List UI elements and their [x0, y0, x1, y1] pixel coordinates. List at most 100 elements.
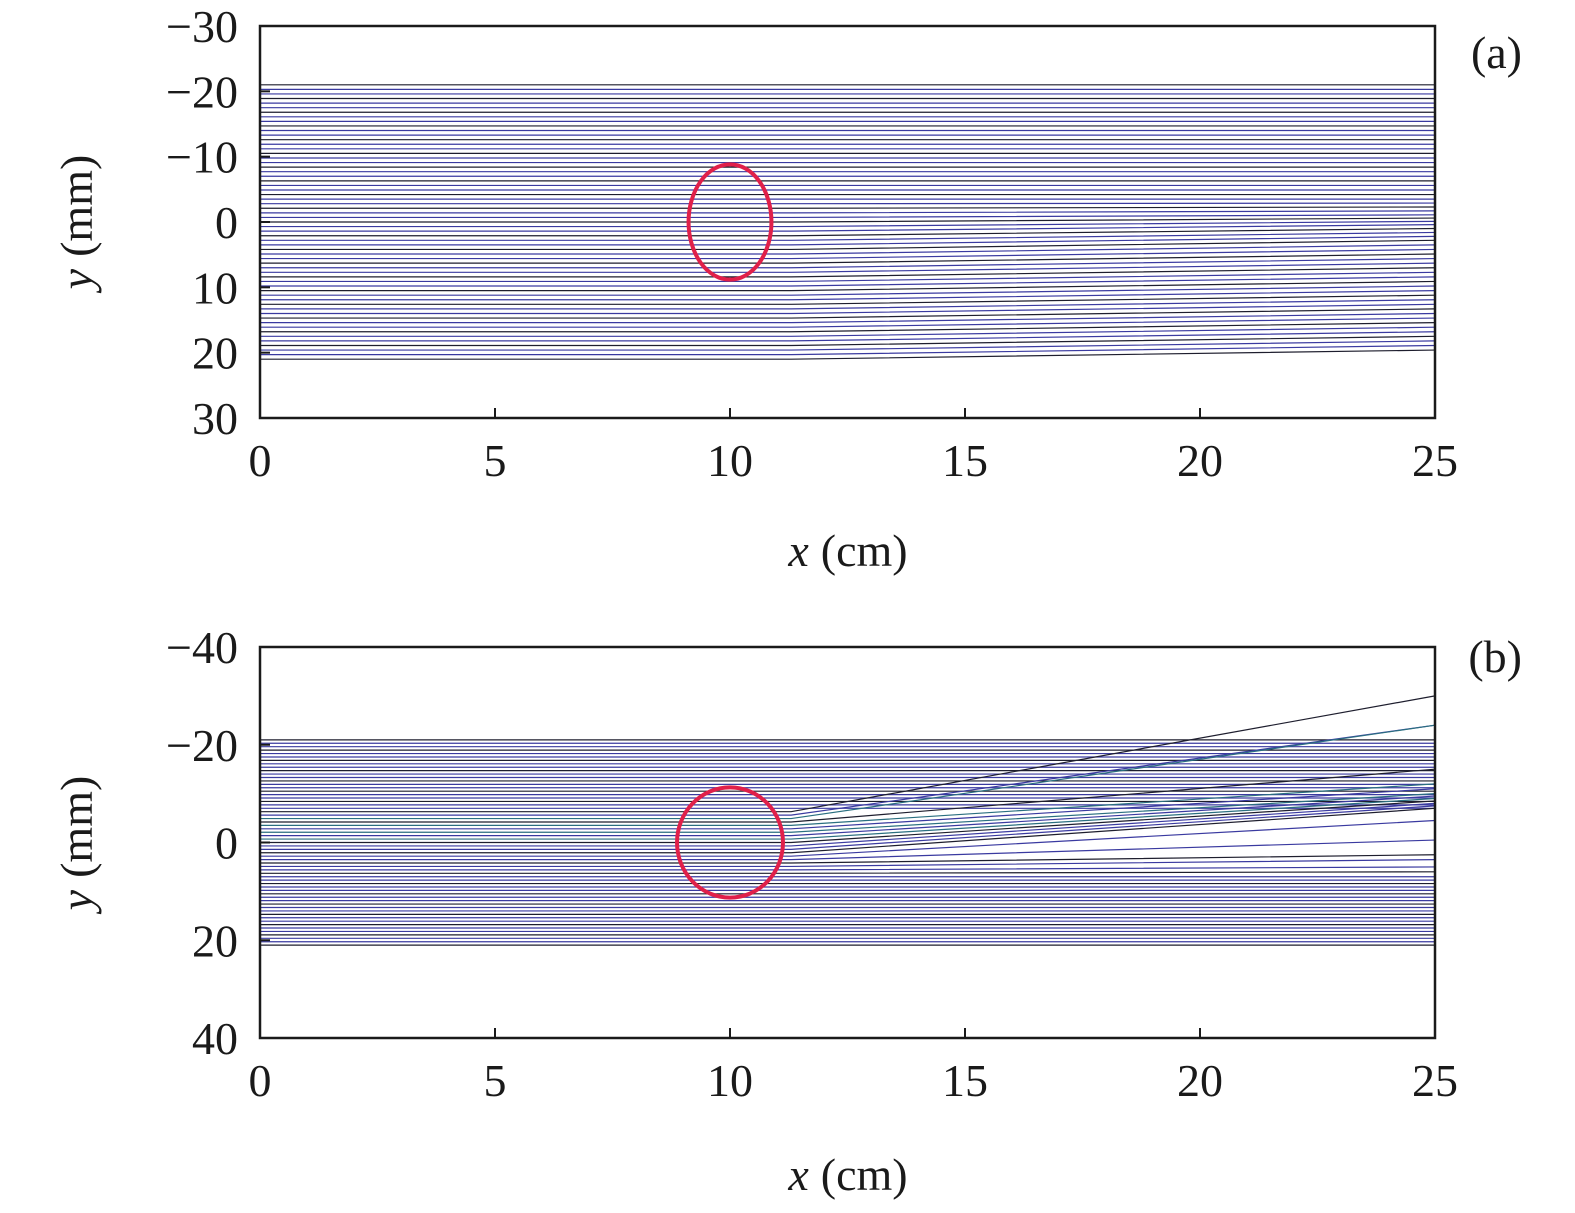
y-tick-label: 20 — [192, 328, 238, 379]
trajectory-line — [260, 802, 1436, 847]
y-tick-label: 0 — [215, 818, 238, 869]
x-tick-label: 15 — [942, 435, 988, 486]
trajectory-line — [260, 695, 1436, 813]
trajectory-line — [260, 724, 1436, 816]
x-tick-label: 25 — [1412, 1055, 1458, 1106]
trajectory-line — [260, 214, 1436, 219]
obstacle-circle — [675, 785, 785, 900]
trajectory-line — [260, 800, 1436, 844]
y-tick-label: 10 — [192, 262, 238, 313]
trajectory-line — [260, 271, 1436, 283]
panel-label: (a) — [1471, 27, 1522, 78]
y-tick-label: −10 — [166, 132, 238, 183]
trajectory-line — [260, 326, 1436, 337]
trajectory-line — [260, 322, 1436, 333]
x-tick-label: 0 — [249, 1055, 272, 1106]
y-tick-label: −20 — [166, 720, 238, 771]
trajectory-line — [260, 340, 1436, 351]
trajectory-line — [260, 335, 1436, 347]
trajectory-line — [260, 227, 1436, 237]
trajectory-line — [260, 349, 1436, 360]
trajectory-line — [260, 290, 1436, 301]
x-axis-var: x — [787, 525, 809, 576]
trajectory-line — [260, 294, 1436, 305]
trajectory-line — [260, 210, 1436, 214]
x-tick-label: 20 — [1177, 1055, 1223, 1106]
x-tick-label: 10 — [707, 435, 753, 486]
trajectory-line — [260, 262, 1436, 273]
y-axis-label: y (mm) — [51, 776, 102, 915]
y-tick-label: 30 — [192, 393, 238, 444]
trajectory-line — [260, 217, 1436, 223]
trajectory-line — [260, 303, 1436, 315]
trajectory-line — [260, 859, 1436, 868]
trajectory-line — [260, 224, 1436, 232]
panel-b: 0 5 10 15 20 25 −40 −20 0 20 40 (b) x (cm) y (mm) — [51, 622, 1522, 1200]
y-tick-label: 20 — [192, 915, 238, 966]
trajectory-line — [260, 344, 1436, 356]
x-tick-label: 5 — [484, 1055, 507, 1106]
trajectory-line — [260, 280, 1436, 292]
y-tick-label: −40 — [166, 622, 238, 673]
trajectory-line — [260, 257, 1436, 269]
trajectory-line — [260, 866, 1436, 871]
trajectory-line — [260, 724, 1436, 820]
trajectory-line — [260, 807, 1436, 854]
x-axis-unit: (cm) — [821, 1149, 908, 1200]
trajectory-line — [260, 788, 1436, 830]
x-tick-label: 0 — [249, 435, 272, 486]
trajectory-line — [260, 308, 1436, 319]
y-axis-label: y (mm) — [51, 155, 102, 294]
trajectory-line — [260, 248, 1436, 260]
trajectory-line — [260, 312, 1436, 324]
y-ticks: −40 −20 0 20 40 — [166, 622, 270, 1064]
x-tick-label: 20 — [1177, 435, 1223, 486]
trajectory-line — [260, 768, 1436, 823]
x-tick-label: 10 — [707, 1055, 753, 1106]
x-axis-label: x (cm) — [787, 525, 907, 576]
panel-label: (b) — [1468, 631, 1522, 682]
trajectory-line — [260, 220, 1436, 228]
obstacle-circle — [686, 162, 774, 282]
y-ticks: −30 −20 −10 0 10 20 30 — [166, 1, 270, 444]
trajectory-line — [260, 244, 1436, 255]
trajectory-group — [260, 695, 1436, 946]
y-tick-label: −20 — [166, 66, 238, 117]
trajectory-group — [260, 84, 1436, 360]
x-tick-label: 5 — [484, 435, 507, 486]
trajectory-line — [260, 202, 1436, 205]
trajectory-line — [260, 331, 1436, 342]
y-tick-label: 0 — [215, 197, 238, 248]
trajectory-line — [260, 871, 1436, 874]
y-axis-var: y — [51, 889, 102, 914]
x-axis-unit: (cm) — [821, 525, 908, 576]
x-axis-var: x — [787, 1149, 809, 1200]
trajectory-line — [260, 267, 1436, 278]
panel-a: 0 5 10 15 20 25 −30 −20 −10 0 10 20 30 (a) x (cm) y (… — [51, 1, 1522, 576]
x-ticks: 0 5 10 15 20 25 — [249, 1028, 1458, 1106]
trajectory-line — [260, 235, 1436, 246]
y-axis-var: y — [51, 268, 102, 293]
trajectory-line — [260, 276, 1436, 287]
x-ticks: 0 5 10 15 20 25 — [249, 408, 1458, 486]
trajectory-line — [260, 239, 1436, 251]
trajectory-line — [260, 805, 1436, 850]
trajectory-line — [260, 317, 1436, 328]
trajectory-line — [260, 793, 1436, 833]
x-tick-label: 15 — [942, 1055, 988, 1106]
trajectory-line — [260, 839, 1436, 861]
trajectory-line — [260, 795, 1436, 837]
trajectory-line — [260, 854, 1436, 864]
y-axis-unit: (mm) — [51, 155, 102, 257]
trajectory-line — [260, 797, 1436, 840]
y-tick-label: 40 — [192, 1013, 238, 1064]
x-tick-label: 25 — [1412, 435, 1458, 486]
y-axis-unit: (mm) — [51, 776, 102, 878]
trajectory-line — [260, 299, 1436, 310]
trajectory-line — [260, 206, 1436, 209]
trajectory-line — [260, 285, 1436, 296]
trajectory-line — [260, 783, 1436, 826]
trajectory-line — [260, 819, 1436, 857]
y-tick-label: −30 — [166, 1, 238, 52]
